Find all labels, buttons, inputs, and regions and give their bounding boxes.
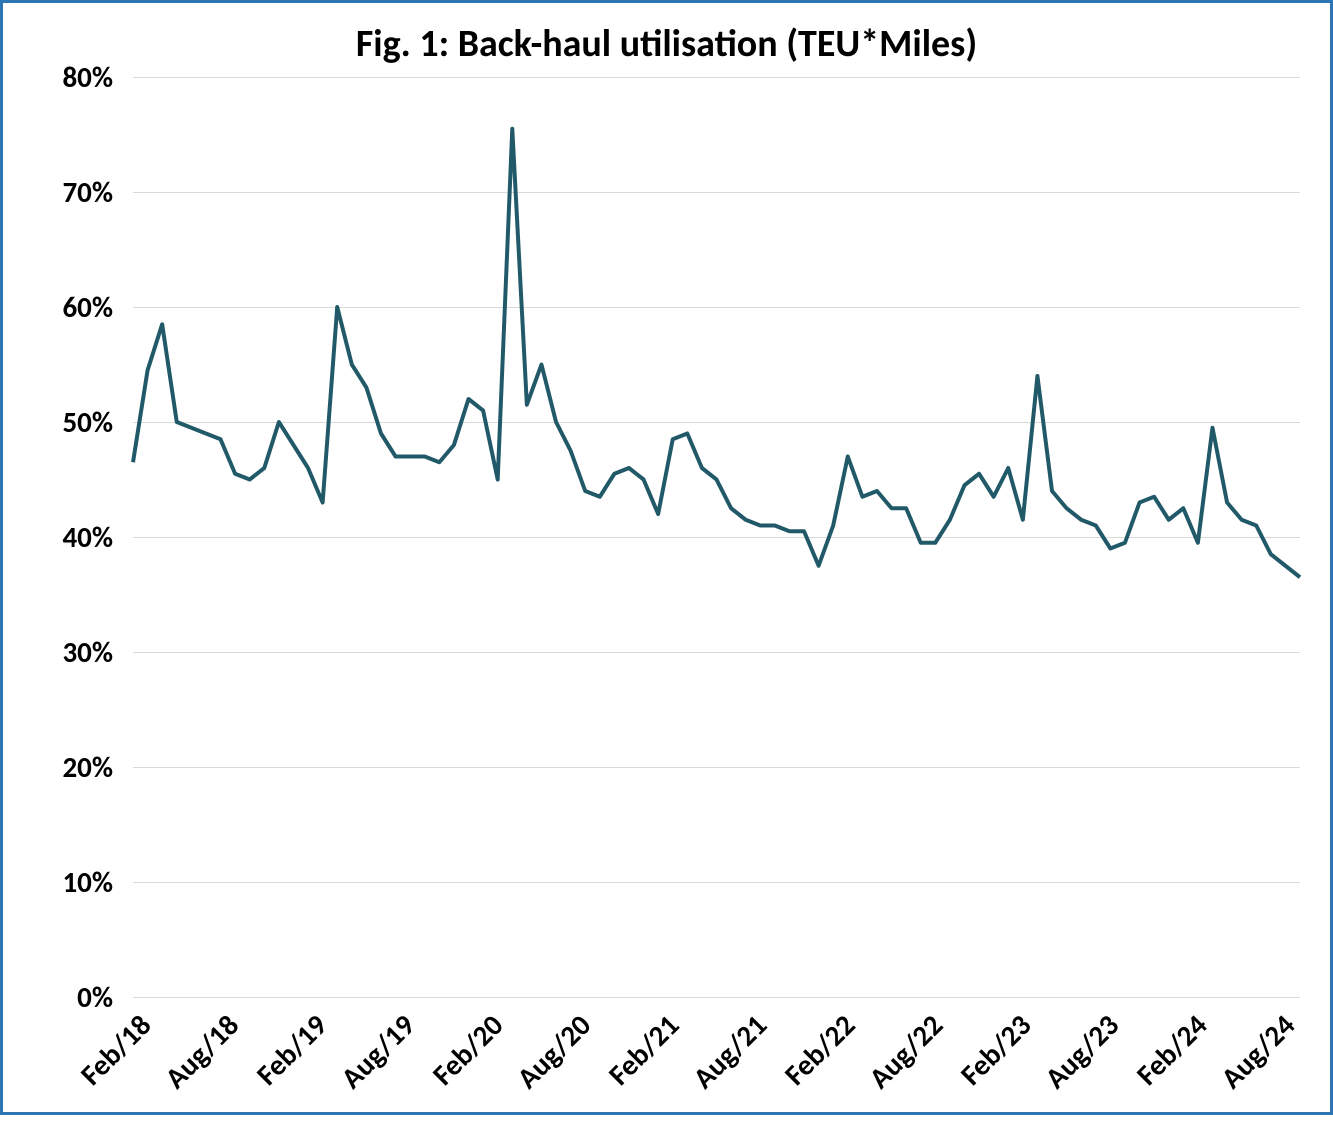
x-tick-label: Aug/21 xyxy=(685,1007,774,1096)
x-tick-label: Aug/18 xyxy=(158,1007,247,1096)
data-line xyxy=(133,129,1300,578)
y-tick-label: 70% xyxy=(62,174,113,210)
y-tick-label: 60% xyxy=(62,289,113,325)
x-tick-label: Feb/20 xyxy=(425,1007,510,1092)
x-tick-label: Aug/19 xyxy=(334,1007,423,1096)
x-tick-label: Feb/18 xyxy=(73,1007,158,1092)
y-tick-label: 50% xyxy=(62,404,113,440)
x-tick-label: Feb/24 xyxy=(1129,1007,1214,1092)
x-tick-label: Feb/23 xyxy=(953,1007,1038,1092)
line-chart-svg xyxy=(133,77,1300,997)
x-tick-label: Aug/24 xyxy=(1213,1007,1302,1096)
x-tick-label: Feb/21 xyxy=(601,1007,686,1092)
y-axis: 0%10%20%30%40%50%60%70%80% xyxy=(28,77,123,997)
chart-container: Fig. 1: Back-haul utilisation (TEU*Miles… xyxy=(0,0,1333,1115)
y-tick-label: 10% xyxy=(62,864,113,900)
x-tick-label: Feb/22 xyxy=(777,1007,862,1092)
plot-area: 0%10%20%30%40%50%60%70%80% Feb/18Aug/18F… xyxy=(28,77,1305,997)
y-tick-label: 40% xyxy=(62,519,113,555)
y-tick-label: 20% xyxy=(62,749,113,785)
x-tick-label: Aug/20 xyxy=(510,1007,599,1096)
y-tick-label: 0% xyxy=(77,979,113,1015)
x-axis: Feb/18Aug/18Feb/19Aug/19Feb/20Aug/20Feb/… xyxy=(133,992,1300,1142)
x-tick-label: Aug/22 xyxy=(861,1007,950,1096)
y-tick-label: 30% xyxy=(62,634,113,670)
x-tick-label: Feb/19 xyxy=(249,1007,334,1092)
x-tick-label: Aug/23 xyxy=(1037,1007,1126,1096)
y-tick-label: 80% xyxy=(62,59,113,95)
chart-title: Fig. 1: Back-haul utilisation (TEU*Miles… xyxy=(28,21,1305,67)
